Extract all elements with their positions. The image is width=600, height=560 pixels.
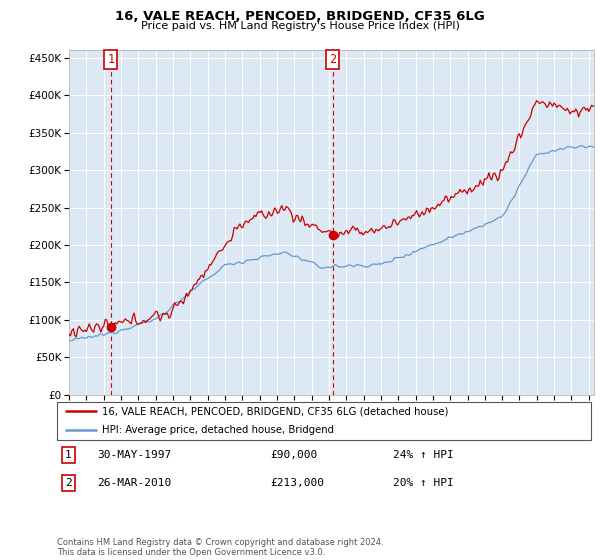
Text: 2: 2 (329, 53, 337, 66)
Text: 16, VALE REACH, PENCOED, BRIDGEND, CF35 6LG: 16, VALE REACH, PENCOED, BRIDGEND, CF35 … (115, 10, 485, 23)
FancyBboxPatch shape (57, 402, 591, 440)
Text: 1: 1 (65, 450, 72, 460)
Text: 20% ↑ HPI: 20% ↑ HPI (394, 478, 454, 488)
Text: HPI: Average price, detached house, Bridgend: HPI: Average price, detached house, Brid… (103, 425, 334, 435)
Text: Contains HM Land Registry data © Crown copyright and database right 2024.
This d: Contains HM Land Registry data © Crown c… (57, 538, 383, 557)
Text: £90,000: £90,000 (271, 450, 318, 460)
Text: 26-MAR-2010: 26-MAR-2010 (97, 478, 172, 488)
Text: 30-MAY-1997: 30-MAY-1997 (97, 450, 172, 460)
Text: 2: 2 (65, 478, 72, 488)
Text: 1: 1 (107, 53, 115, 66)
Text: Price paid vs. HM Land Registry's House Price Index (HPI): Price paid vs. HM Land Registry's House … (140, 21, 460, 31)
Text: 24% ↑ HPI: 24% ↑ HPI (394, 450, 454, 460)
Text: 16, VALE REACH, PENCOED, BRIDGEND, CF35 6LG (detached house): 16, VALE REACH, PENCOED, BRIDGEND, CF35 … (103, 406, 449, 416)
Text: £213,000: £213,000 (271, 478, 325, 488)
